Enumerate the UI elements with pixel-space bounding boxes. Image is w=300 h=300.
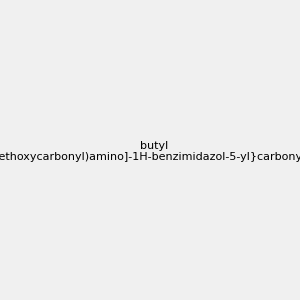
Text: butyl 2-({2-[(methoxycarbonyl)amino]-1H-benzimidazol-5-yl}carbonyl)benzoate: butyl 2-({2-[(methoxycarbonyl)amino]-1H-… (0, 141, 300, 162)
